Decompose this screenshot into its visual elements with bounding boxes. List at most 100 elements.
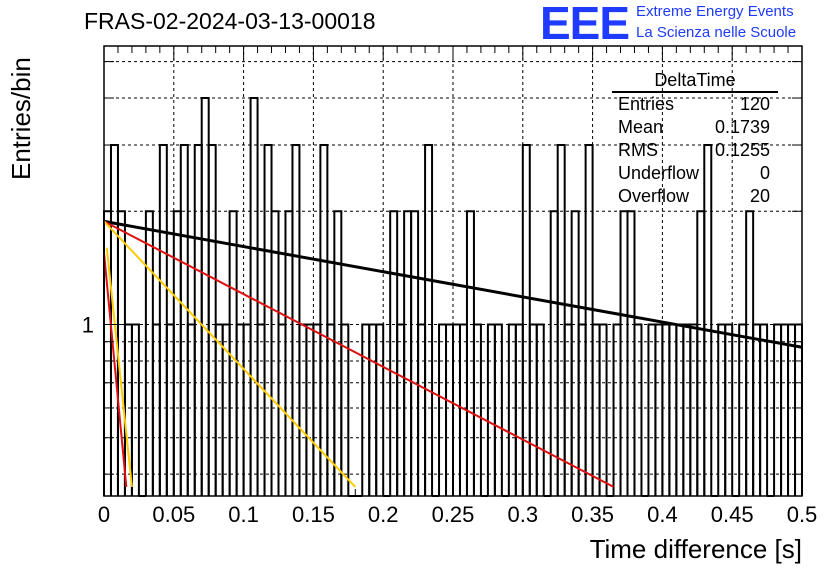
stats-label: Entries xyxy=(618,94,675,114)
histogram-bar xyxy=(682,323,692,496)
stats-title: DeltaTime xyxy=(612,70,778,93)
histogram-bar xyxy=(207,144,217,496)
histogram-bar xyxy=(179,144,189,496)
stats-box: DeltaTime Entries 120 Mean 0.1739 RMS 0.… xyxy=(612,70,778,208)
histogram-bar xyxy=(521,144,531,496)
histogram-bar xyxy=(389,210,399,496)
x-tick-label: 0.15 xyxy=(292,502,335,527)
histogram-bar xyxy=(661,323,671,496)
histogram-bar xyxy=(326,323,336,496)
x-tick-label: 0.35 xyxy=(571,502,614,527)
histogram-bar xyxy=(151,323,161,496)
x-tick-label: 0 xyxy=(98,502,110,527)
histogram-bar xyxy=(738,323,748,496)
histogram-bar xyxy=(235,323,245,496)
histogram-bar xyxy=(249,97,259,496)
histogram-bar xyxy=(584,144,594,496)
stats-row-mean: Mean 0.1739 xyxy=(612,116,778,139)
histogram-bar xyxy=(773,323,783,496)
histogram-bar xyxy=(305,323,315,496)
stats-value: 20 xyxy=(749,186,770,206)
histogram-bar xyxy=(263,144,273,496)
histogram-bar xyxy=(759,323,769,496)
histogram-bar xyxy=(403,210,413,496)
histogram-bar xyxy=(445,323,454,496)
eee-logo: EEE xyxy=(540,0,630,49)
histogram-bar xyxy=(703,144,713,496)
histogram-bar xyxy=(340,323,350,496)
x-tick-label: 0.45 xyxy=(711,502,754,527)
histogram-bar xyxy=(528,323,538,496)
fit-curve xyxy=(103,220,357,488)
histogram-bar xyxy=(535,323,545,496)
histogram-bar xyxy=(780,323,790,496)
histogram-bar xyxy=(689,323,699,496)
histogram-bar xyxy=(368,323,378,496)
histogram-bar xyxy=(312,323,322,496)
histogram-bar xyxy=(626,210,636,496)
histogram-bar xyxy=(752,323,762,496)
histogram-bar xyxy=(200,97,210,496)
histogram-bar xyxy=(794,323,803,496)
histogram-bar xyxy=(507,323,517,496)
stats-label: Underflow xyxy=(618,163,700,183)
histogram-bar xyxy=(333,210,343,496)
histogram-bar xyxy=(696,210,706,496)
y-tick-label: 1 xyxy=(82,312,94,337)
stats-value: 0.1739 xyxy=(714,117,770,137)
histogram-bar xyxy=(242,323,252,496)
histogram-bar xyxy=(647,323,657,496)
histogram-bar xyxy=(319,144,329,496)
stats-row-underflow: Underflow 0 xyxy=(612,162,778,185)
x-tick-label: 0.05 xyxy=(152,502,195,527)
histogram-bar xyxy=(417,323,427,496)
histogram-bar xyxy=(619,210,629,496)
histogram-bar xyxy=(410,210,420,496)
histogram-bar xyxy=(486,323,496,496)
histogram-bar xyxy=(633,323,643,496)
logo-subtitle-2: La Scienza nelle Scuole xyxy=(636,24,797,41)
histogram-bar xyxy=(396,323,406,496)
x-axis-label: Time difference [s] xyxy=(589,534,802,564)
histogram-bar xyxy=(556,144,566,496)
histogram-bar xyxy=(472,323,482,496)
fit-curve xyxy=(103,252,128,488)
histogram-bars xyxy=(103,97,803,497)
x-tick-label: 0.3 xyxy=(508,502,539,527)
histogram-bar xyxy=(668,323,678,496)
y-axis-label: Entries/bin xyxy=(6,57,36,180)
stats-label: RMS xyxy=(618,140,658,160)
histogram-bar xyxy=(598,323,608,496)
x-tick-label: 0.4 xyxy=(647,502,678,527)
stats-value: 0 xyxy=(759,163,770,183)
histogram-bar xyxy=(514,323,524,496)
axis-ticks xyxy=(103,46,803,496)
stats-row-overflow: Overflow 20 xyxy=(612,185,778,208)
histogram-bar xyxy=(570,210,580,496)
fit-curve xyxy=(105,247,133,488)
histogram-bar xyxy=(424,144,434,496)
fit-curves xyxy=(103,219,803,488)
histogram-bar xyxy=(214,323,224,496)
histogram-bar xyxy=(654,323,664,496)
histogram-bar xyxy=(228,210,238,496)
histogram-bar xyxy=(591,323,601,496)
stats-row-entries: Entries 120 xyxy=(612,93,778,116)
histogram-bar xyxy=(724,323,734,496)
histogram-bar xyxy=(452,323,461,496)
x-tick-label: 0.5 xyxy=(787,502,818,527)
fit-curve xyxy=(103,219,803,349)
x-tick-label: 0.1 xyxy=(228,502,259,527)
histogram-bar xyxy=(465,210,475,496)
histogram-bar xyxy=(745,210,755,496)
stats-row-rms: RMS 0.1255 xyxy=(612,139,778,162)
axis-tick-labels: 0 0.05 0.1 0.15 0.2 0.25 0.3 0.35 0.4 0.45 0.5 1 xyxy=(82,312,818,527)
histogram-bar xyxy=(130,323,140,496)
histogram-bar xyxy=(612,323,622,496)
histogram-bar xyxy=(438,323,448,496)
logo-subtitle-1: Extreme Energy Events xyxy=(636,3,794,20)
histogram-bar xyxy=(158,144,168,496)
stats-label: Mean xyxy=(618,117,664,137)
histogram-bar xyxy=(172,210,182,496)
